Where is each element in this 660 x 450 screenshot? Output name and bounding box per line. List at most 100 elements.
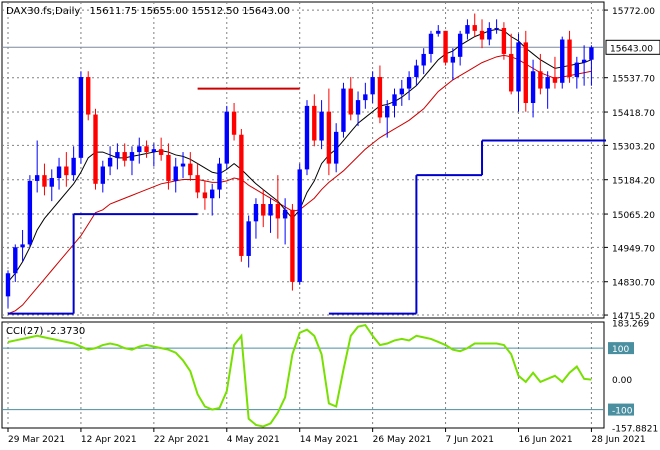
candle-body [122,152,127,161]
candle-body [479,30,485,40]
candle-body [494,27,499,29]
cci-level-badge [608,342,634,355]
main-panel-grid [1,1,605,319]
candle-body [56,166,62,179]
main-panel-overlays [2,28,606,315]
cci-line [7,323,592,428]
cci-tick-label: 0.00 [612,376,632,386]
candle-body [421,53,426,66]
candle-body [457,33,463,57]
candle-body [552,77,558,83]
price-tick-label: 14949.70 [612,244,655,254]
candle-body [180,163,186,167]
candle-body [545,77,550,89]
candle-body [363,94,368,101]
candle-body [428,33,434,54]
candle-body [93,114,98,184]
candle-body [414,65,419,78]
candle-body [137,146,142,153]
candle-body [297,169,302,282]
candle-body [151,149,157,153]
candle-body [567,39,572,78]
candle-body [166,154,171,181]
candle-body [355,100,361,115]
cci-tick-label: -100 [612,407,633,417]
candle-body [5,273,11,297]
candle-body [173,166,178,181]
ohlc-readout: 15611.75 15655.00 15512.50 15643.00 [90,6,290,17]
time-tick-label: 14 May 2021 [300,435,359,445]
current-price-badge [605,39,660,55]
price-tick-label: 15065.20 [612,211,655,221]
candle-body [282,209,288,219]
candle-body [465,25,470,34]
price-tick-label: 15537.70 [612,75,655,85]
candle-body [290,209,295,282]
price-tick-label: 14830.70 [612,279,655,289]
candle-body [370,77,375,95]
candle-body [129,152,135,161]
candlestick-series [5,13,594,308]
time-tick-label: 16 Jun 2021 [518,435,572,445]
cci-tick-label: -157.8821 [612,424,658,434]
time-tick-label: 7 Jun 2021 [446,435,494,445]
cci-panel-grid [1,321,605,429]
candle-body [501,27,507,54]
candle-body [377,77,383,118]
candle-body [42,175,47,187]
candle-body [530,71,536,104]
candle-body [341,88,346,132]
candle-body [560,39,565,83]
candle-body [261,204,266,216]
chart-header: DAX30.fs,Daily 15611.75 15655.00 15512.5… [6,6,290,17]
time-tick-label: 29 Mar 2021 [8,435,65,445]
candle-body [581,59,587,63]
candle-body [509,53,514,92]
candle-body [333,131,339,164]
candle-body [523,42,528,104]
price-tick-label: 14715.20 [612,312,655,322]
price-tick-label: 15418.70 [612,109,655,119]
candle-body [450,56,456,63]
candle-body [246,221,251,256]
candle-body [64,166,69,176]
candle-body [71,157,76,176]
cci-level-badge [608,403,634,416]
candle-body [406,77,412,89]
price-tick-label: 15184.20 [612,177,655,187]
candle-body [487,27,492,40]
cci-panel-frame [1,321,605,429]
candle-body [253,204,259,222]
candle-body [49,178,54,187]
price-tick-label: 15772.00 [612,7,655,17]
candle-body [392,94,397,106]
candle-body [115,152,120,158]
candle-body [399,88,404,95]
candle-body [589,47,594,60]
candle-body [202,192,208,199]
candle-body [195,175,200,193]
candle-body [13,247,18,274]
candle-body [443,30,448,63]
candle-body [538,71,543,89]
time-tick-label: 12 Apr 2021 [81,435,137,445]
candle-body [224,111,229,164]
time-tick-label: 22 Apr 2021 [154,435,210,445]
candle-body [78,77,84,158]
candle-body [326,111,332,164]
candle-body [100,166,105,184]
candle-body [304,105,310,170]
candle-body [436,30,441,34]
cci-tick-label: 100 [612,345,629,355]
candle-body [27,180,33,245]
time-axis: 29 Mar 2021 12 Apr 2021 22 Apr 2021 4 May 2… [7,428,646,445]
time-tick-label: 28 Jun 2021 [591,435,645,445]
symbol-label: DAX30.fs,Daily [6,6,80,17]
candle-body [319,111,324,141]
candle-body [472,25,477,31]
candle-body [348,88,353,115]
candle-body [158,149,164,155]
cci-series [7,323,592,428]
candle-body [188,163,193,176]
